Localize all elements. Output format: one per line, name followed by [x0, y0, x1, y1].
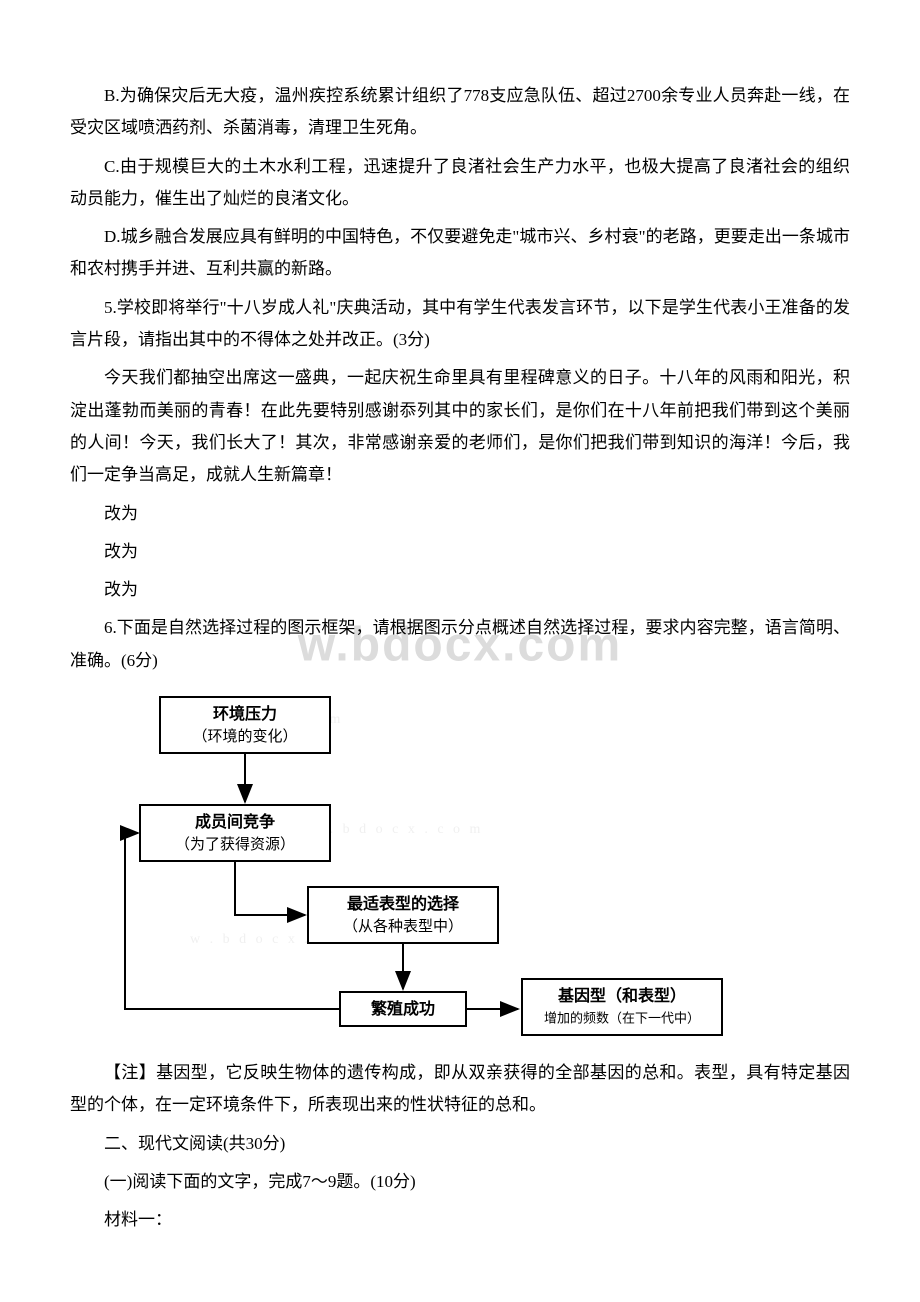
- box-environment-line2: （环境的变化）: [192, 727, 297, 745]
- option-c: C.由于规模巨大的土木水利工程，迅速提升了良渚社会生产力水平，也极大提高了良渚社…: [70, 151, 850, 216]
- section-2-heading: 二、现代文阅读(共30分): [70, 1128, 850, 1160]
- option-b: B.为确保灾后无大疫，温州疾控系统累计组织了778支应急队伍、超过2700余专业…: [70, 80, 850, 145]
- flowchart-svg: 环境压力 （环境的变化） 成员间竞争 （为了获得资源） 最适表型的选择 （从各种…: [110, 687, 730, 1047]
- box-genotype-line2: 增加的频数（在下一代中）: [544, 1010, 700, 1025]
- material-1: 材料一：: [70, 1204, 850, 1236]
- box-environment-line1: 环境压力: [213, 704, 277, 723]
- correction-1: 改为: [70, 498, 850, 530]
- option-d: D.城乡融合发展应具有鲜明的中国特色，不仅要避免走"城市兴、乡村衰"的老路，更要…: [70, 221, 850, 286]
- correction-2: 改为: [70, 536, 850, 568]
- box-selection-line2: （从各种表型中）: [343, 918, 463, 935]
- subsection-1: (一)阅读下面的文字，完成7～9题。(10分): [70, 1166, 850, 1198]
- question-5-body: 今天我们都抽空出席这一盛典，一起庆祝生命里具有里程碑意义的日子。十八年的风雨和阳…: [70, 362, 850, 491]
- box-selection-line1: 最适表型的选择: [347, 894, 460, 913]
- box-reproduction-line1: 繁殖成功: [370, 999, 435, 1018]
- note: 【注】基因型，它反映生物体的遗传构成，即从双亲获得的全部基因的总和。表型，具有特…: [70, 1057, 850, 1122]
- box-genotype-line1: 基因型（和表型）: [557, 986, 686, 1005]
- box-competition-line1: 成员间竞争: [195, 812, 275, 831]
- question-5: 5.学校即将举行"十八岁成人礼"庆典活动，其中有学生代表发言环节，以下是学生代表…: [70, 292, 850, 357]
- arrow-2-3: [235, 861, 305, 915]
- correction-3: 改为: [70, 574, 850, 606]
- box-competition-line2: （为了获得资源）: [175, 836, 295, 853]
- flowchart-diagram: w . b d o c x . c o m w . b d o c x . c …: [110, 687, 730, 1047]
- question-6: 6.下面是自然选择过程的图示框架，请根据图示分点概述自然选择过程，要求内容完整，…: [70, 612, 850, 677]
